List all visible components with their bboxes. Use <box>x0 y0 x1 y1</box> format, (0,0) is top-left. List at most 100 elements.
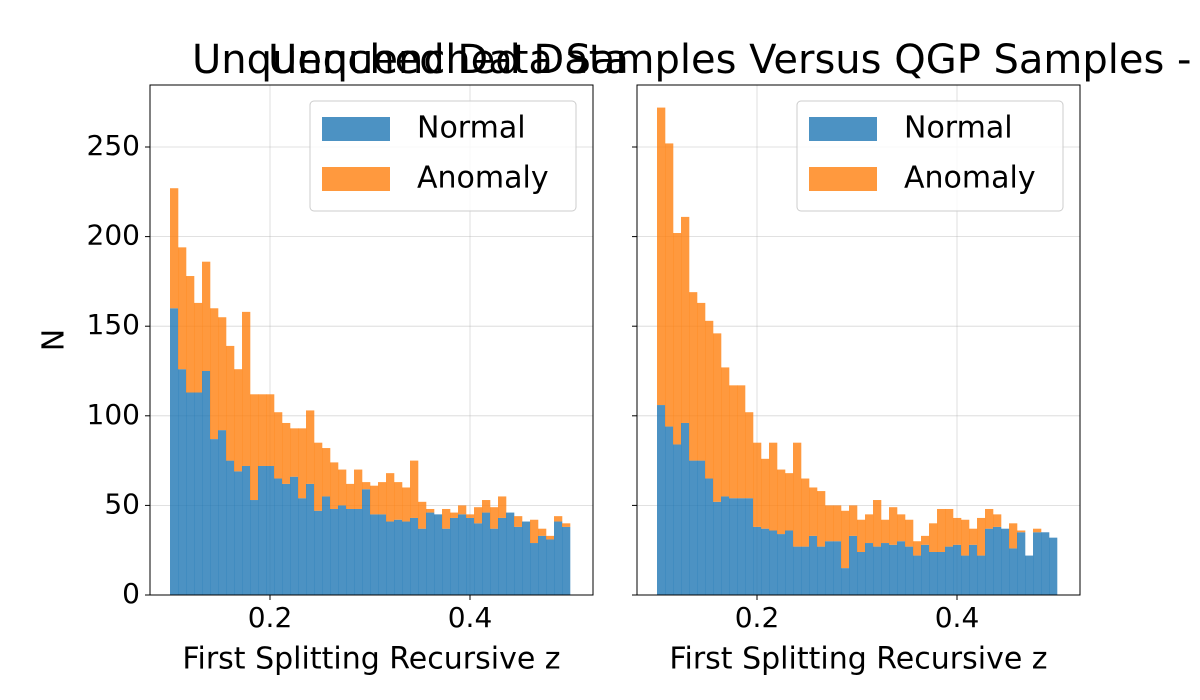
bar <box>769 442 778 531</box>
bar <box>761 528 770 595</box>
bar <box>554 516 563 522</box>
bar <box>681 422 690 595</box>
bar <box>226 460 235 595</box>
bar <box>370 485 379 515</box>
bar <box>466 517 475 595</box>
bar <box>530 519 539 544</box>
bar <box>394 482 403 520</box>
bar <box>490 507 499 529</box>
bar <box>713 501 722 595</box>
bar <box>673 233 682 445</box>
bar <box>737 498 746 595</box>
bar <box>274 412 283 479</box>
legend-label: Anomaly <box>417 161 549 196</box>
bar <box>721 367 730 497</box>
bar <box>705 320 714 479</box>
bar <box>234 471 243 595</box>
bar <box>801 478 810 547</box>
bar <box>777 534 786 595</box>
bar <box>689 460 698 595</box>
legend-label: Anomaly <box>904 161 1036 196</box>
bar <box>210 439 219 595</box>
bar <box>290 476 299 595</box>
bar <box>1009 548 1018 595</box>
bar <box>250 500 259 595</box>
bar <box>961 555 970 595</box>
bar <box>945 508 954 547</box>
bar <box>410 517 419 595</box>
bar <box>402 521 411 595</box>
bar <box>689 292 698 461</box>
bar <box>705 478 714 595</box>
bar <box>857 551 866 595</box>
y-tick-label: 150 <box>87 308 140 341</box>
bar <box>426 508 435 513</box>
bar <box>729 385 738 499</box>
bar <box>338 505 347 595</box>
bar <box>170 188 179 309</box>
bar <box>881 519 890 544</box>
bar <box>929 523 938 552</box>
bar <box>442 528 451 595</box>
axes: 0.2 0.4 0 50 100 150 200 250 First Splitting Rec… <box>37 37 629 677</box>
x-tick-label: 0.2 <box>735 601 780 634</box>
bar <box>921 544 930 595</box>
bar <box>458 505 467 515</box>
bar <box>793 546 802 595</box>
bar <box>450 512 459 518</box>
bar <box>538 528 547 536</box>
bar <box>178 247 187 370</box>
bar <box>386 473 395 522</box>
bar <box>1017 532 1026 595</box>
bar <box>977 555 986 595</box>
bar <box>322 448 331 497</box>
bar <box>1041 532 1050 595</box>
bar <box>202 371 211 595</box>
bar <box>490 528 499 595</box>
bar <box>889 507 898 545</box>
bar <box>857 519 866 552</box>
bar <box>889 544 898 595</box>
bar <box>362 482 371 490</box>
bar <box>562 526 571 595</box>
bar <box>937 508 946 552</box>
bar <box>482 500 491 513</box>
bar <box>953 544 962 595</box>
bar <box>745 412 754 499</box>
bar <box>921 535 930 545</box>
bar <box>194 392 203 595</box>
bar <box>993 514 1002 527</box>
bar <box>402 487 411 522</box>
bar <box>841 510 850 569</box>
bar <box>346 483 355 509</box>
bar <box>881 543 890 595</box>
bar <box>274 478 283 595</box>
x-tick-label: 0.4 <box>935 601 980 634</box>
bar <box>522 521 531 595</box>
bar <box>258 465 267 595</box>
bar <box>849 505 858 536</box>
bar <box>969 528 978 545</box>
bar <box>322 496 331 595</box>
bar <box>865 543 874 595</box>
y-tick-label: 200 <box>87 219 140 252</box>
bar <box>314 510 323 595</box>
bar <box>785 473 794 531</box>
axes-title: Unquenched Data <box>268 37 629 83</box>
bar <box>186 276 195 393</box>
bar <box>745 498 754 595</box>
bar <box>378 514 387 595</box>
bar <box>961 519 970 556</box>
bar <box>1017 530 1026 533</box>
bar <box>170 308 179 595</box>
bar <box>506 512 515 595</box>
bar <box>777 469 786 535</box>
bar <box>769 530 778 595</box>
bar <box>178 369 187 595</box>
bar <box>442 508 451 529</box>
bar <box>897 514 906 542</box>
bar <box>314 442 323 511</box>
bar <box>378 482 387 515</box>
bar <box>210 308 219 440</box>
